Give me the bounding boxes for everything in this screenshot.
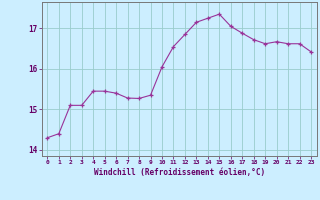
X-axis label: Windchill (Refroidissement éolien,°C): Windchill (Refroidissement éolien,°C) bbox=[94, 168, 265, 177]
